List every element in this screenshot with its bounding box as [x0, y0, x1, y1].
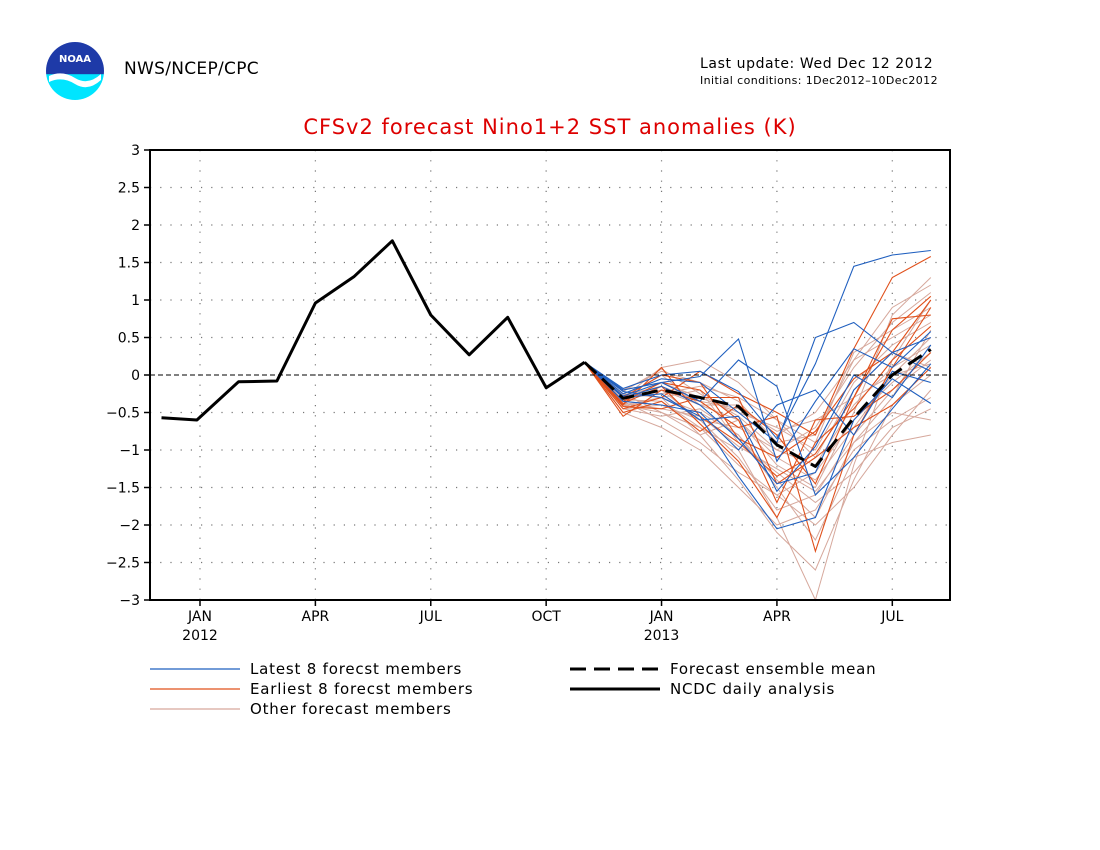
x-tick-label: JAN — [187, 609, 212, 625]
agency-label: NWS/NCEP/CPC — [124, 59, 259, 79]
y-tick-label: −1.5 — [106, 481, 140, 497]
legend-label-latest: Latest 8 forecst members — [250, 660, 462, 678]
legend-label-earliest: Earliest 8 forecst members — [250, 680, 473, 698]
chart-title: CFSv2 forecast Nino1+2 SST anomalies (K) — [303, 115, 797, 139]
y-tick-label: 3 — [131, 143, 140, 159]
legend-label-other: Other forecast members — [250, 700, 452, 718]
initial-conditions-label: Initial conditions: 1Dec2012–10Dec2012 — [700, 74, 938, 87]
x-tick-label: APR — [302, 609, 330, 625]
y-tick-label: −2.5 — [106, 556, 140, 572]
logo-text: NOAA — [59, 54, 91, 65]
y-axis-ticks: 3 2.5 2 1.5 1 0.5 0 −0.5 −1 −1.5 −2 −2.5 −3 — [106, 143, 150, 609]
y-tick-label: −3 — [119, 593, 140, 609]
earliest-member-line — [584, 361, 932, 485]
last-update-label: Last update: Wed Dec 12 2012 — [700, 56, 934, 72]
y-tick-label: 1.5 — [118, 256, 140, 272]
y-tick-label: 2.5 — [118, 181, 140, 197]
x-tick-label: APR — [763, 609, 791, 625]
legend-label-observed: NCDC daily analysis — [670, 680, 835, 698]
ensemble-mean-line — [583, 348, 932, 468]
other-member-line — [584, 361, 931, 492]
y-tick-label: 2 — [131, 218, 140, 234]
earliest-member-line — [584, 295, 932, 477]
x-tick-year-label: 2013 — [644, 628, 680, 644]
x-tick-label: JUL — [419, 609, 442, 625]
other-members-lines — [584, 277, 932, 602]
x-axis-ticks: JAN 2012 APR JUL OCT JAN 2013 APR JUL — [182, 600, 904, 644]
other-member-line — [584, 292, 932, 451]
y-tick-label: 0 — [131, 368, 140, 384]
x-tick-label: JUL — [880, 609, 903, 625]
x-tick-year-label: 2012 — [182, 628, 218, 644]
other-member-line — [584, 284, 932, 444]
other-member-line — [584, 361, 932, 571]
latest-member-line — [584, 249, 931, 440]
legend-label-mean: Forecast ensemble mean — [670, 660, 876, 678]
earliest-member-line — [584, 307, 932, 554]
x-tick-label: OCT — [531, 609, 561, 625]
latest-member-line — [584, 359, 932, 496]
x-tick-label: JAN — [649, 609, 674, 625]
main-series-lines — [161, 239, 932, 468]
latest-member-line — [584, 351, 932, 485]
noaa-logo-icon: NOAA — [46, 42, 104, 100]
earliest-member-line — [584, 299, 932, 459]
y-tick-label: −0.5 — [106, 406, 140, 422]
legend: Latest 8 forecst members Earliest 8 forec… — [150, 660, 876, 718]
y-tick-label: 0.5 — [118, 331, 140, 347]
y-tick-label: −2 — [119, 518, 140, 534]
y-tick-label: 1 — [131, 293, 140, 309]
observed-analysis-line — [161, 239, 586, 422]
y-tick-label: −1 — [119, 443, 140, 459]
